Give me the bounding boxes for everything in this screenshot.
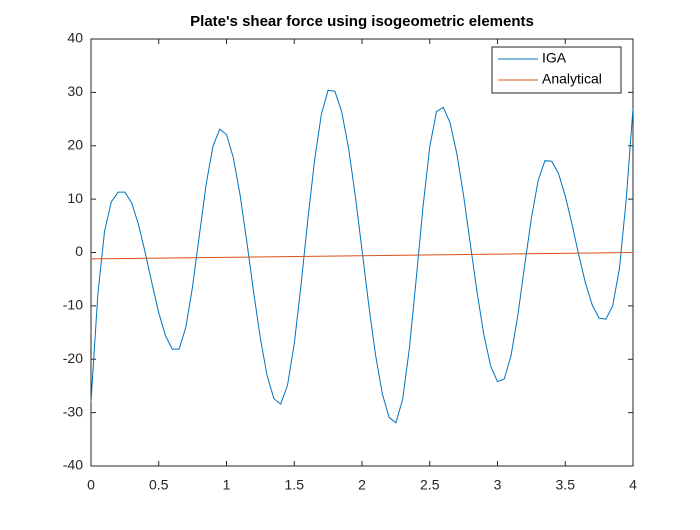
y-tick-label: 20 xyxy=(67,136,83,152)
x-tick-label: 1 xyxy=(223,477,231,493)
y-tick-label: 0 xyxy=(75,243,83,259)
x-tick-label: 3.5 xyxy=(556,477,576,493)
x-tick-label: 0.5 xyxy=(149,477,169,493)
legend-label: Analytical xyxy=(542,71,602,87)
x-tick-label: 3 xyxy=(494,477,502,493)
y-tick-label: -30 xyxy=(63,403,83,419)
x-tick-label: 2.5 xyxy=(420,477,440,493)
x-tick-label: 4 xyxy=(629,477,637,493)
x-tick-label: 2 xyxy=(358,477,366,493)
y-tick-label: 10 xyxy=(67,190,83,206)
x-tick-label: 0 xyxy=(87,477,95,493)
y-tick-label: 30 xyxy=(67,83,83,99)
y-tick-label: -10 xyxy=(63,297,83,313)
series-line xyxy=(90,89,634,424)
legend-label: IGA xyxy=(542,50,567,66)
series-line xyxy=(90,252,634,260)
y-tick-label: 40 xyxy=(67,30,83,46)
y-tick-label: -40 xyxy=(63,457,83,473)
x-tick-label: 1.5 xyxy=(285,477,305,493)
legend-box xyxy=(491,46,622,94)
y-tick-label: -20 xyxy=(63,350,83,366)
chart-title: Plate's shear force using isogeometric e… xyxy=(190,13,534,30)
